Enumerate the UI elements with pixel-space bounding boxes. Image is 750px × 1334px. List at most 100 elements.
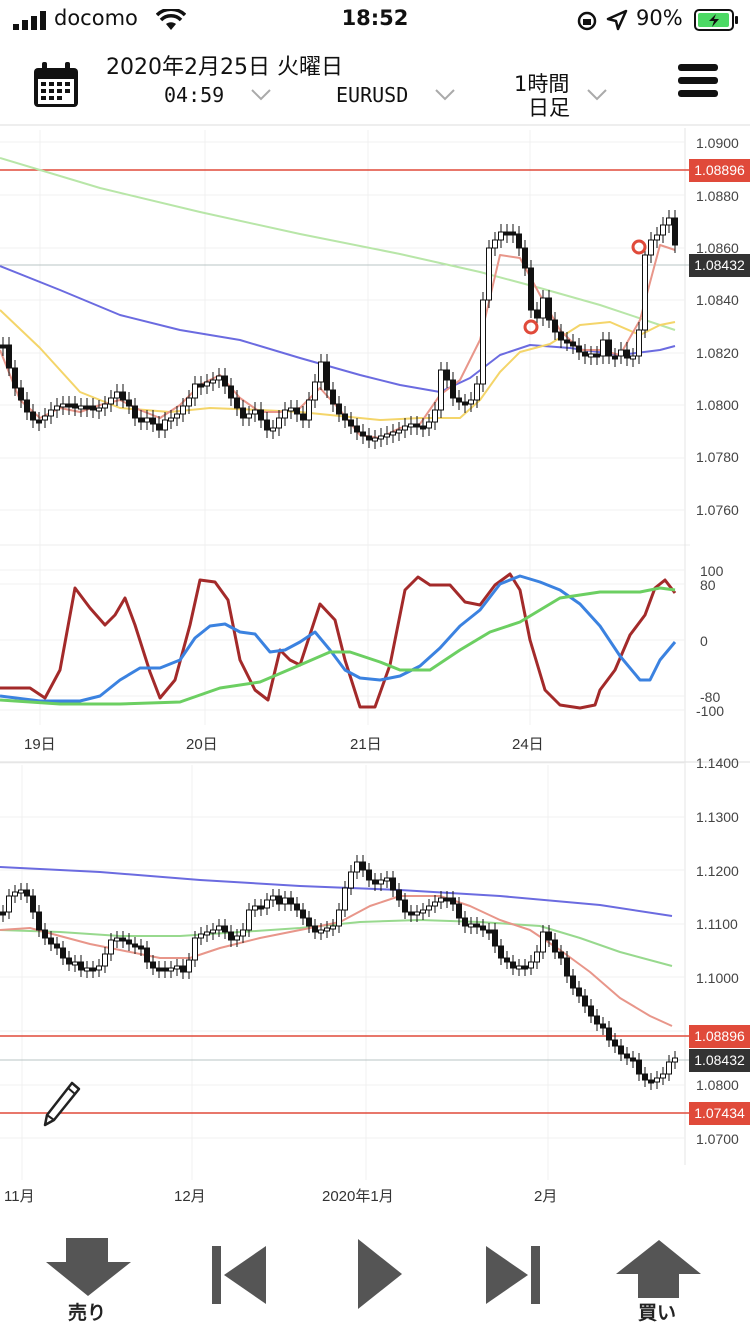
candle-body xyxy=(450,897,456,905)
clock: 18:52 xyxy=(341,6,409,30)
chevron-down-icon xyxy=(587,89,607,101)
oscillator-tick-label: 0 xyxy=(700,633,708,649)
candle-body xyxy=(510,961,516,969)
chart-date: 2020年2月25日 火曜日 xyxy=(106,55,343,80)
candle-body xyxy=(126,399,132,407)
candle-body xyxy=(324,927,330,932)
menu-button[interactable] xyxy=(678,64,718,102)
stochastic-slow-line xyxy=(0,586,676,706)
candle-body xyxy=(474,923,480,928)
candle-body xyxy=(570,341,576,347)
ma-200-line xyxy=(0,919,673,967)
candle-body xyxy=(192,383,198,399)
candle-body xyxy=(252,905,258,911)
candle-body xyxy=(390,877,396,891)
buy-button[interactable]: 買い xyxy=(614,1238,704,1330)
candle-body xyxy=(198,933,204,939)
price-tick-label: 1.0820 xyxy=(696,345,739,361)
candle-body xyxy=(612,355,618,360)
candle-body xyxy=(516,965,522,970)
candle-body xyxy=(468,399,474,405)
candle-body xyxy=(138,945,144,950)
calendar-button[interactable] xyxy=(33,62,79,112)
sell-button[interactable]: 売り xyxy=(44,1236,134,1328)
ma-long-line xyxy=(0,866,673,917)
price-tick-label: 1.1300 xyxy=(696,809,739,825)
candle-body xyxy=(270,895,276,901)
candle-body xyxy=(6,344,12,369)
candle-body xyxy=(186,397,192,407)
date-tick-label: 21日 xyxy=(350,736,382,753)
skip-back-button[interactable] xyxy=(212,1244,268,1310)
candle-body xyxy=(402,425,408,431)
signal-marker xyxy=(523,319,539,335)
candle-body xyxy=(444,897,450,902)
candle-body xyxy=(54,943,60,949)
candle-body xyxy=(522,965,528,970)
candle-body xyxy=(144,417,150,423)
skip-forward-icon xyxy=(486,1246,540,1304)
candle-body xyxy=(132,405,138,419)
candle-body xyxy=(162,967,168,972)
candle-body xyxy=(84,405,90,410)
candle-body xyxy=(138,417,144,423)
candle-body xyxy=(6,895,12,913)
oscillator-tick-label: -80 xyxy=(700,689,721,705)
price-tick-label: 1.1200 xyxy=(696,863,739,879)
symbol-value: EURUSD xyxy=(336,83,409,107)
candle-body xyxy=(96,407,102,412)
candle-body xyxy=(636,329,642,357)
candle-body xyxy=(306,399,312,421)
oscillator-tick-label: 100 xyxy=(700,563,724,579)
skip-forward-button[interactable] xyxy=(484,1244,540,1310)
candle-body xyxy=(660,1073,666,1079)
candle-body xyxy=(342,887,348,911)
candle-body xyxy=(492,239,498,249)
candle-body xyxy=(642,254,648,331)
chevron-down-icon xyxy=(251,89,271,101)
candle-body xyxy=(366,435,372,441)
candle-body xyxy=(300,413,306,421)
price-tick-label: 1.0840 xyxy=(696,292,739,308)
candle-body xyxy=(210,379,216,384)
candle-body xyxy=(36,911,42,931)
candle-body xyxy=(666,217,672,226)
candle-body xyxy=(282,409,288,419)
candle-body xyxy=(474,383,480,401)
month-tick-label: 11月 xyxy=(4,1188,35,1205)
timeframe-secondary: 日足 xyxy=(528,96,570,120)
timeframe-primary: 1時間 xyxy=(514,72,570,96)
play-button[interactable] xyxy=(356,1237,404,1315)
timeframe-selector[interactable]: 1時間 日足 xyxy=(510,64,614,120)
candle-body xyxy=(336,909,342,927)
candle-body xyxy=(624,1053,630,1059)
candle-body xyxy=(264,419,270,431)
candle-body xyxy=(432,409,438,423)
candle-body xyxy=(102,953,108,967)
candle-body xyxy=(600,339,606,357)
candle-body xyxy=(330,925,336,930)
oscillator-tick-label: 80 xyxy=(700,577,716,593)
symbol-selector[interactable]: EURUSD xyxy=(332,78,460,110)
candle-body xyxy=(612,1039,618,1047)
candle-body xyxy=(558,331,564,341)
candle-body xyxy=(372,879,378,885)
price-tick-label: 1.0800 xyxy=(696,397,739,413)
candle-body xyxy=(150,417,156,425)
candle-body xyxy=(84,967,90,972)
drawing-tool-button[interactable] xyxy=(42,1080,82,1132)
candle-body xyxy=(156,967,162,972)
candle-body xyxy=(96,965,102,971)
price-tick-label: 1.1100 xyxy=(696,916,738,932)
candle-body xyxy=(60,403,66,408)
candle-body xyxy=(582,351,588,357)
candle-body xyxy=(324,361,330,391)
candle-body xyxy=(606,1027,612,1041)
hourly-high-line-tag: 1.08896 xyxy=(689,159,750,182)
candle-body xyxy=(570,975,576,989)
candle-body xyxy=(354,425,360,433)
month-tick-label: 2月 xyxy=(534,1188,558,1205)
candle-body xyxy=(546,297,552,321)
time-selector[interactable]: 04:59 xyxy=(160,78,275,110)
